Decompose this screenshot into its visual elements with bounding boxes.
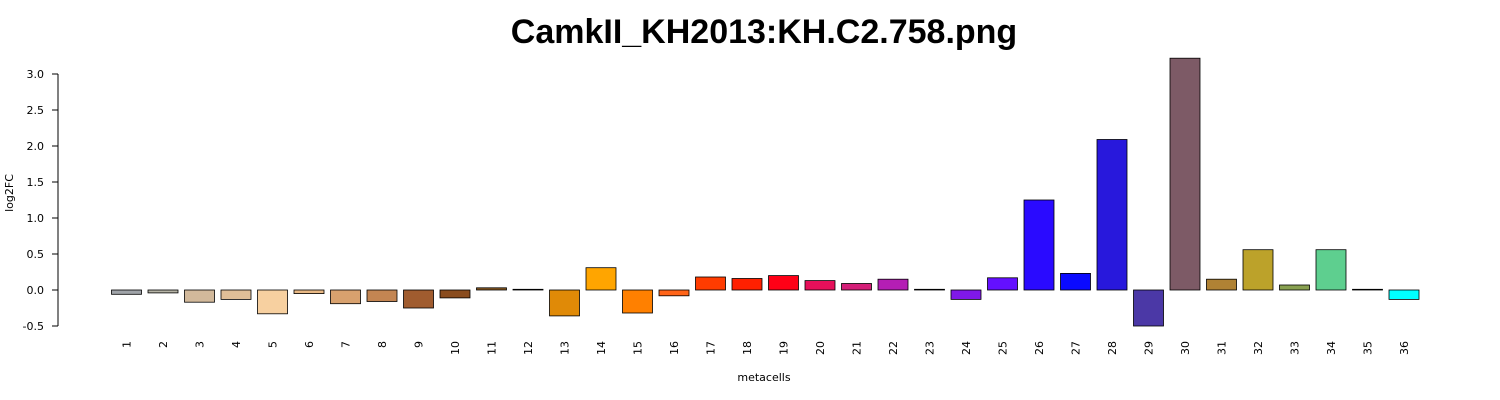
bar-3 (184, 289, 215, 303)
x-tick-label: 23 (924, 341, 937, 355)
bar-2 (147, 289, 179, 294)
x-tick-label: 33 (1289, 341, 1302, 355)
x-tick-label: 34 (1325, 341, 1338, 355)
x-tick-label: 25 (997, 341, 1010, 355)
bar-33 (1279, 284, 1310, 291)
x-tick-label: 24 (960, 341, 973, 355)
x-tick-labels: 1 2 3 4 5 6 7 8 9 10 11 12 13 14 15 16 17 18 19 20 21 22 23 24 2… (121, 341, 1412, 355)
bar-35 (1352, 288, 1383, 291)
bar-20 (804, 280, 836, 291)
bar-8 (366, 289, 398, 302)
x-tick-label: 12 (522, 341, 535, 355)
bar-15 (622, 289, 653, 314)
y-tick-label: 0.0 (27, 284, 45, 297)
bar-5 (257, 289, 288, 315)
bar-21 (841, 283, 872, 291)
y-tick-label: 1.5 (27, 176, 45, 189)
x-tick-label: 18 (741, 341, 754, 355)
x-tick-label: 17 (705, 341, 718, 355)
x-tick-label: 8 (376, 341, 389, 348)
x-tick-label: 10 (449, 341, 462, 355)
bar-18 (731, 278, 763, 291)
bars (111, 57, 1420, 327)
x-tick-label: 7 (340, 341, 353, 348)
bar-7 (330, 289, 361, 305)
x-tick-label: 20 (814, 341, 827, 355)
x-tick-label: 32 (1252, 341, 1265, 355)
x-tick-label: 36 (1398, 341, 1411, 355)
x-tick-label: 21 (851, 341, 864, 355)
x-tick-label: 30 (1179, 341, 1192, 355)
bar-25 (987, 277, 1018, 291)
bar-6 (293, 289, 325, 294)
chart-title: CamkII_KH2013:KH.C2.758.png (511, 13, 1017, 51)
bar-36 (1388, 289, 1420, 300)
bar-31 (1206, 278, 1237, 291)
bar-14 (585, 267, 617, 291)
y-tick-label: 0.5 (27, 248, 45, 261)
x-tick-label: 27 (1070, 341, 1083, 355)
bar-9 (403, 289, 434, 309)
y-tick-label: 3.0 (27, 68, 45, 81)
x-tick-label: 9 (413, 341, 426, 348)
x-tick-label: 13 (559, 341, 572, 355)
bar-11 (476, 287, 507, 291)
y-tick-label: 1.0 (27, 212, 45, 225)
bar-1 (111, 289, 142, 295)
x-tick-label: 16 (668, 341, 681, 355)
bar-23 (914, 288, 945, 291)
x-axis-label: metacells (737, 371, 790, 384)
bar-13 (549, 289, 580, 317)
x-tick-label: 1 (121, 341, 134, 348)
bar-16 (658, 289, 690, 297)
bar-12 (512, 288, 544, 291)
x-tick-label: 26 (1033, 341, 1046, 355)
x-tick-label: 15 (632, 341, 645, 355)
y-axis: -0.5 0.0 0.5 1.0 1.5 2.0 2.5 3.0 (23, 68, 59, 333)
bar-22 (877, 278, 909, 291)
x-tick-label: 6 (303, 341, 316, 348)
bar-28 (1096, 139, 1128, 291)
x-tick-label: 35 (1362, 341, 1375, 355)
x-tick-label: 11 (486, 341, 499, 355)
y-tick-label: 2.5 (27, 104, 45, 117)
bar-34 (1315, 249, 1347, 291)
x-tick-label: 2 (157, 341, 170, 348)
x-tick-label: 29 (1143, 341, 1156, 355)
x-tick-label: 4 (230, 341, 243, 348)
bar-10 (439, 289, 471, 299)
x-tick-label: 5 (267, 341, 280, 348)
x-tick-label: 19 (778, 341, 791, 355)
y-tick-label: 2.0 (27, 140, 45, 153)
bar-17 (695, 276, 726, 291)
x-tick-label: 22 (887, 341, 900, 355)
bar-4 (220, 289, 252, 300)
x-tick-label: 14 (595, 341, 608, 355)
bar-29 (1133, 289, 1164, 327)
x-tick-label: 28 (1106, 341, 1119, 355)
bar-30 (1169, 57, 1201, 291)
bar-26 (1023, 199, 1055, 291)
x-tick-label: 3 (194, 341, 207, 348)
bar-24 (950, 289, 982, 300)
bar-27 (1060, 272, 1091, 291)
bar-32 (1242, 249, 1274, 291)
x-tick-label: 31 (1216, 341, 1229, 355)
y-tick-label: -0.5 (23, 320, 44, 333)
y-axis-label: log2FC (3, 174, 16, 212)
bar-19 (768, 275, 799, 291)
